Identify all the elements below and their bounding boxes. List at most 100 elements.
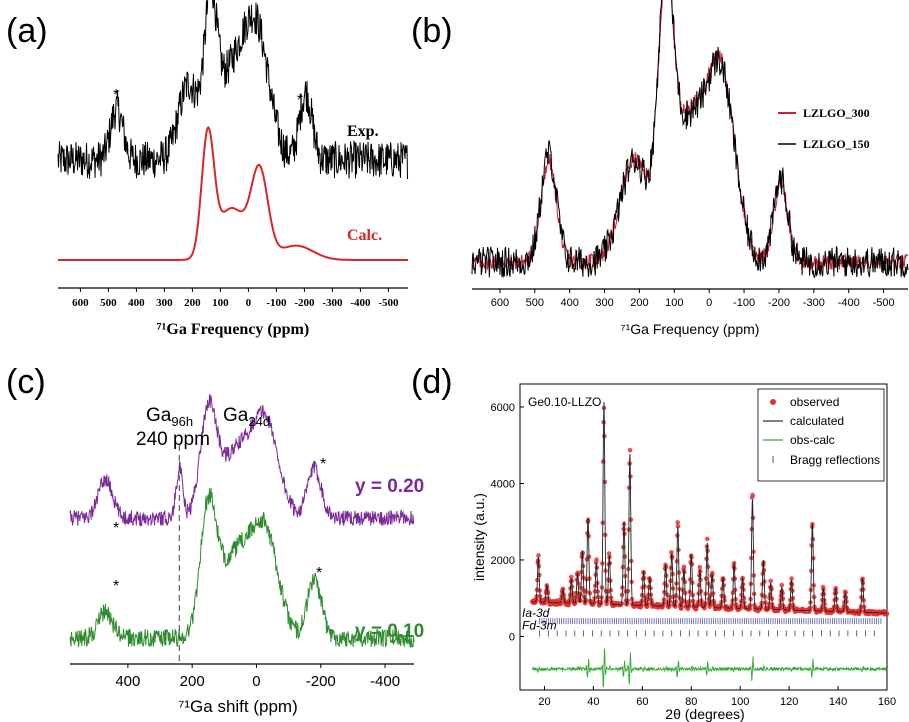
pa-ticks-label-11: -500 bbox=[378, 297, 399, 309]
panel-d-legend-box bbox=[757, 388, 885, 482]
panel-c-star-4: * bbox=[316, 565, 322, 582]
panel-d-observed-point bbox=[705, 536, 710, 542]
panel-d-calculated-line bbox=[532, 401, 887, 614]
pa-ticks-label-2: 400 bbox=[128, 297, 145, 309]
panel-d-observed-point bbox=[747, 606, 753, 612]
pb-ticks-label-1: 500 bbox=[526, 297, 544, 309]
pa-ticks-label-8: -200 bbox=[294, 297, 315, 309]
panel-b-letter: (b) bbox=[411, 12, 453, 50]
panel-a-star-right: * bbox=[297, 92, 303, 109]
panel-c-star-3: * bbox=[113, 578, 119, 595]
panel-d-observed-point bbox=[740, 575, 745, 581]
panel-c-x-ticks: 400 200 0 -200 -400 bbox=[115, 664, 400, 690]
pc-ticks-label-3: -200 bbox=[306, 673, 336, 690]
panel-d-observed-point bbox=[675, 524, 681, 529]
panel-d: (d) 20 40 60 80 100 120 140 160 0 2000 4000 6000 Ge… bbox=[411, 363, 896, 722]
panel-d-observed-point bbox=[710, 570, 715, 576]
panel-b-x-label: ⁷¹Ga Frequency (ppm) bbox=[621, 321, 760, 337]
panel-c-letter: (c) bbox=[6, 363, 46, 401]
panel-d-bragg-row-label-0: Ia-3d bbox=[522, 606, 550, 620]
panel-d-plot-area bbox=[529, 401, 890, 688]
panel-d-legend-label-bragg: Bragg reflections bbox=[790, 453, 880, 467]
panel-d-y-tick-label-1: 2000 bbox=[491, 555, 515, 567]
panel-d-y-tick-label-0: 0 bbox=[509, 631, 515, 643]
panel-d-legend-swatch-observed bbox=[770, 399, 776, 405]
panel-a-series-label-calc: Calc. bbox=[347, 227, 382, 244]
panel-c-ga96h-label: Ga96h bbox=[146, 405, 193, 429]
panel-d-y-tick-label-2: 4000 bbox=[491, 478, 515, 490]
panel-a-letter: (a) bbox=[6, 12, 48, 50]
pa-ticks-label-7: -100 bbox=[266, 297, 287, 309]
panel-d-observed-point bbox=[681, 564, 687, 570]
pa-ticks-label-5: 100 bbox=[212, 297, 229, 309]
pa-plot-series-0 bbox=[57, 0, 409, 180]
panel-d-observed-point bbox=[675, 520, 680, 525]
panel-a-x-ticks: 600 500 400 300 200 100 0 -100 -200 -300 -400 -500 bbox=[72, 288, 399, 309]
panel-c-ga24d-label: Ga24d bbox=[223, 405, 270, 429]
pb-ticks-label-10: -400 bbox=[838, 297, 860, 309]
panel-d-observed-point bbox=[768, 578, 773, 584]
panel-d-letter: (d) bbox=[411, 363, 453, 401]
panel-c-star-1: * bbox=[113, 520, 119, 537]
panel-d-legend-label-calculated: calculated bbox=[790, 414, 844, 428]
panel-d-title: Ge0.10-LLZO bbox=[528, 395, 601, 409]
panel-d-observed-point bbox=[594, 557, 599, 562]
panel-d-x-label: 2θ (degrees) bbox=[665, 706, 744, 722]
pb-ticks-label-0: 600 bbox=[491, 297, 509, 309]
panel-d-y-tick-label-3: 6000 bbox=[491, 402, 515, 414]
panel-d-legend-label-observed: observed bbox=[790, 395, 839, 409]
pc-ticks-label-0: 400 bbox=[115, 673, 140, 690]
panel-d-bragg-row-0 bbox=[539, 618, 882, 625]
panel-d-x-tick-label-0: 20 bbox=[538, 696, 550, 708]
panel-d-observed-point bbox=[627, 447, 633, 453]
panel-a: (a) 600 500 400 300 200 100 0 -100 -200 -300 -400-… bbox=[6, 0, 409, 338]
panel-d-x-tick-label-5: 120 bbox=[780, 696, 798, 708]
panel-c-ga96h-shift: 240 ppm bbox=[136, 429, 210, 450]
panel-b-legend: LZLGO_300 LZLGO_150 bbox=[778, 106, 870, 151]
panel-d-observed-point bbox=[669, 550, 674, 555]
panel-d-y-label: intensity (a.u.) bbox=[471, 493, 487, 581]
panel-b: (b) 600 500 400 300 200 100 0 -100 -200 -300 -400 -… bbox=[411, 0, 909, 337]
panel-d-legend-label-obs-calc: obs-calc bbox=[790, 433, 835, 447]
panel-d-x-tick-label-6: 140 bbox=[829, 696, 847, 708]
pc-ticks-label-4: -400 bbox=[370, 673, 400, 690]
panel-d-observed-point bbox=[560, 586, 566, 592]
pb-ticks-label-6: 0 bbox=[706, 297, 712, 309]
panel-c-x-label: ⁷¹Ga shift (ppm) bbox=[178, 697, 298, 716]
panel-c: (c) 400 200 0 -200 -400 ⁷¹Ga shift (ppm) Ga9… bbox=[6, 363, 424, 716]
panel-d-bragg-row-1 bbox=[539, 630, 875, 637]
pa-ticks-label-6: 0 bbox=[246, 297, 252, 309]
panel-d-difference-line bbox=[531, 648, 888, 688]
panel-a-star-left: * bbox=[113, 87, 119, 104]
panel-a-plot-area bbox=[57, 0, 409, 261]
panel-c-series-label-020: y = 0.20 bbox=[355, 476, 424, 497]
pb-ticks-label-5: 100 bbox=[665, 297, 683, 309]
pb-ticks-label-2: 400 bbox=[560, 297, 578, 309]
pb-ticks-label-8: -200 bbox=[768, 297, 790, 309]
panel-c-series-label-010: y = 0.10 bbox=[355, 621, 424, 642]
pb-ticks-label-4: 200 bbox=[630, 297, 648, 309]
panel-d-observed-point bbox=[606, 551, 612, 556]
pb-ticks-label-7: -100 bbox=[733, 297, 755, 309]
panel-a-series-label-exp: Exp. bbox=[347, 123, 379, 140]
panel-d-observed-point bbox=[843, 590, 848, 595]
panel-d-legend: observed calculated obs-calc Bragg refle… bbox=[757, 388, 885, 482]
panel-d-x-tick-label-7: 160 bbox=[878, 696, 896, 708]
panel-d-x-tick-label-1: 40 bbox=[587, 696, 599, 708]
pc-plot-series-0 bbox=[69, 393, 415, 527]
pa-ticks-label-1: 500 bbox=[100, 297, 117, 309]
pa-ticks-label-9: -300 bbox=[322, 297, 343, 309]
pc-plot-series-1 bbox=[69, 487, 415, 649]
pc-ticks-label-1: 200 bbox=[180, 673, 205, 690]
panel-b-legend-label-300: LZLGO_300 bbox=[803, 106, 870, 120]
pa-plot-series-1 bbox=[58, 126, 408, 261]
pb-ticks-label-11: -500 bbox=[873, 297, 895, 309]
pb-ticks-label-9: -300 bbox=[803, 297, 825, 309]
panel-b-legend-label-150: LZLGO_150 bbox=[803, 137, 870, 151]
panel-d-x-tick-label-4: 100 bbox=[731, 696, 749, 708]
panel-d-observed-point bbox=[779, 582, 785, 588]
panel-d-observed-point bbox=[536, 553, 541, 558]
panel-d-observed-point bbox=[789, 576, 794, 581]
panel-b-x-ticks: 600 500 400 300 200 100 0 -100 -200 -300 -400 -500 bbox=[491, 289, 895, 309]
